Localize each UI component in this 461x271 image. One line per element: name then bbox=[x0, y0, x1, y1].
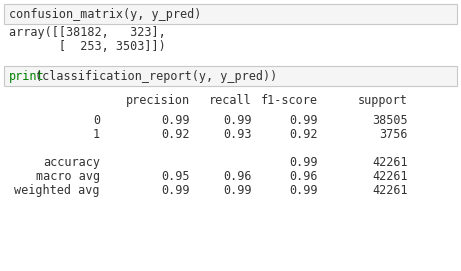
Text: 0.99: 0.99 bbox=[290, 156, 318, 169]
Text: 0.99: 0.99 bbox=[224, 184, 252, 197]
Text: array([[38182,   323],: array([[38182, 323], bbox=[9, 26, 166, 39]
Text: macro avg: macro avg bbox=[36, 170, 100, 183]
Text: precision: precision bbox=[126, 94, 190, 107]
Text: 0.92: 0.92 bbox=[290, 128, 318, 141]
Text: recall: recall bbox=[209, 94, 252, 107]
Text: 0.92: 0.92 bbox=[161, 128, 190, 141]
Text: confusion_matrix(y, y_pred): confusion_matrix(y, y_pred) bbox=[9, 8, 201, 21]
Text: 38505: 38505 bbox=[372, 114, 408, 127]
FancyBboxPatch shape bbox=[4, 66, 457, 86]
Text: 0: 0 bbox=[93, 114, 100, 127]
Text: 0.99: 0.99 bbox=[290, 114, 318, 127]
Text: (classification_report(y, y_pred)): (classification_report(y, y_pred)) bbox=[35, 70, 277, 83]
Text: accuracy: accuracy bbox=[43, 156, 100, 169]
Text: 1: 1 bbox=[93, 128, 100, 141]
Text: support: support bbox=[358, 94, 408, 107]
Text: weighted avg: weighted avg bbox=[14, 184, 100, 197]
Text: 0.96: 0.96 bbox=[290, 170, 318, 183]
Text: print: print bbox=[9, 70, 45, 83]
Text: 0.99: 0.99 bbox=[161, 184, 190, 197]
Text: 3756: 3756 bbox=[379, 128, 408, 141]
Text: f1-score: f1-score bbox=[261, 94, 318, 107]
Text: 0.99: 0.99 bbox=[161, 114, 190, 127]
Text: 0.96: 0.96 bbox=[224, 170, 252, 183]
Text: 0.93: 0.93 bbox=[224, 128, 252, 141]
Text: 42261: 42261 bbox=[372, 170, 408, 183]
Text: [  253, 3503]]): [ 253, 3503]]) bbox=[9, 40, 166, 53]
Text: 0.99: 0.99 bbox=[290, 184, 318, 197]
Text: 42261: 42261 bbox=[372, 184, 408, 197]
Text: 42261: 42261 bbox=[372, 156, 408, 169]
Text: 0.95: 0.95 bbox=[161, 170, 190, 183]
Text: 0.99: 0.99 bbox=[224, 114, 252, 127]
FancyBboxPatch shape bbox=[4, 4, 457, 24]
